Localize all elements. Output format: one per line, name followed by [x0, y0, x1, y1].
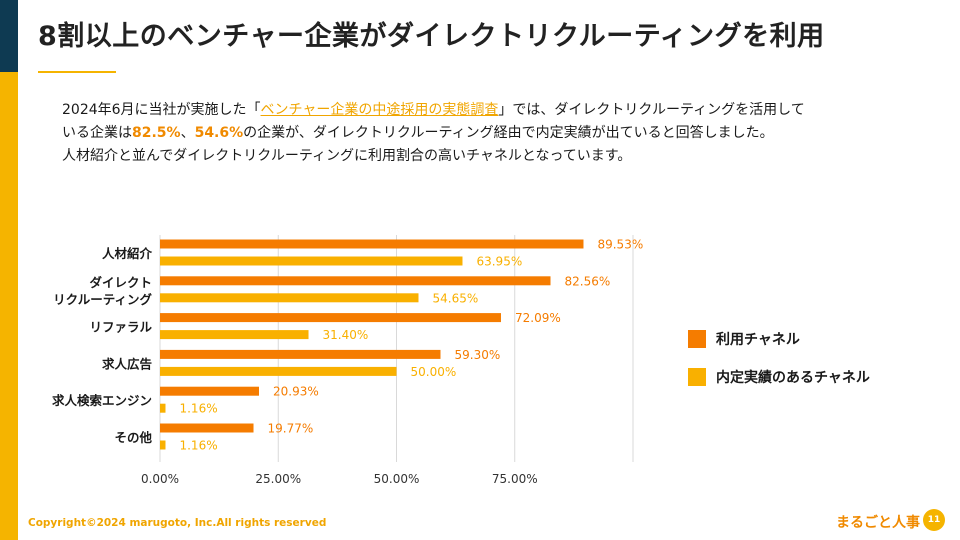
highlight-value-2: 54.6%: [194, 125, 244, 141]
data-label-offer: 50.00%: [411, 365, 457, 379]
body-line-1-before: 2024年6月に当社が実施した「: [62, 102, 261, 118]
legend-item-offer: 内定実績のあるチャネル: [688, 366, 870, 388]
legend-label-offer: 内定実績のあるチャネル: [716, 370, 870, 386]
body-line-1-after: 」では、ダイレクトリクルーティングを活用して: [498, 102, 805, 118]
data-label-usage: 82.56%: [565, 274, 611, 288]
body-text: 2024年6月に当社が実施した「ベンチャー企業の中途採用の実態調査」では、ダイレ…: [62, 99, 922, 168]
x-tick-label: 75.00%: [492, 472, 538, 486]
bar-usage: [160, 423, 254, 433]
bar-offer: [160, 440, 166, 450]
bar-offer: [160, 403, 166, 413]
body-line-2-before: いる企業は: [62, 125, 132, 141]
bar-offer: [160, 330, 309, 340]
left-accent-bar-top: [0, 0, 18, 72]
category-label: ダイレクトリクルーティング: [53, 275, 152, 307]
data-label-usage: 59.30%: [454, 348, 500, 362]
data-label-offer: 1.16%: [179, 439, 217, 453]
survey-link[interactable]: ベンチャー企業の中途採用の実態調査: [260, 102, 499, 118]
bar-chart: 0.00% 25.00% 50.00% 75.00% 人材紹介 89.53% 63.95% ダ…: [52, 235, 643, 486]
x-tick-label: 0.00%: [141, 472, 179, 486]
highlight-value-1: 82.5%: [132, 125, 181, 141]
brand-logo: まるごと人事: [836, 515, 920, 531]
legend-label-usage: 利用チャネル: [716, 332, 800, 348]
body-line-2-after: の企業が、ダイレクトリクルーティング経由で内定実績が出ていると回答しました。: [243, 125, 774, 141]
bar-usage: [160, 276, 551, 286]
copyright: Copyright©2024 marugoto, Inc.All rights …: [28, 517, 327, 529]
x-tick-label: 25.00%: [255, 472, 301, 486]
data-label-offer: 63.95%: [476, 255, 522, 269]
data-label-usage: 20.93%: [273, 385, 319, 399]
bar-usage: [160, 386, 259, 396]
body-line-1: 2024年6月に当社が実施した「ベンチャー企業の中途採用の実態調査」では、ダイレ…: [62, 99, 922, 122]
category-label: リファラル: [89, 320, 152, 335]
body-line-2: いる企業は82.5%、54.6%の企業が、ダイレクトリクルーティング経由で内定実…: [62, 122, 922, 145]
body-line-2-sep: 、: [180, 125, 195, 141]
x-tick-label: 50.00%: [374, 472, 420, 486]
bar-offer: [160, 366, 397, 376]
category-label: その他: [114, 430, 152, 445]
bar-offer: [160, 293, 419, 303]
bar-offer: [160, 256, 463, 266]
category-label: 求人広告: [102, 356, 153, 371]
legend-swatch-usage: [688, 330, 706, 348]
bar-usage: [160, 313, 501, 323]
data-label-usage: 89.53%: [597, 238, 643, 252]
data-label-usage: 72.09%: [515, 311, 561, 325]
data-label-usage: 19.77%: [268, 422, 314, 436]
legend-item-usage: 利用チャネル: [688, 328, 870, 350]
chart-legend: 利用チャネル 内定実績のあるチャネル: [688, 328, 870, 404]
title-underline: [38, 71, 116, 73]
category-label: 人材紹介: [102, 246, 153, 261]
category-label: 求人検索エンジン: [52, 393, 152, 408]
page-number: 11: [923, 509, 945, 531]
bar-usage: [160, 349, 441, 359]
body-line-3: 人材紹介と並んでダイレクトリクルーティングに利用割合の高いチャネルとなっています…: [62, 148, 632, 164]
bar-usage: [160, 239, 584, 249]
legend-swatch-offer: [688, 368, 706, 386]
data-label-offer: 54.65%: [432, 291, 478, 305]
data-label-offer: 1.16%: [179, 402, 217, 416]
left-accent-bar: [0, 0, 18, 540]
data-label-offer: 31.40%: [323, 328, 369, 342]
slide-title: 8割以上のベンチャー企業がダイレクトリクルーティングを利用: [38, 21, 825, 52]
